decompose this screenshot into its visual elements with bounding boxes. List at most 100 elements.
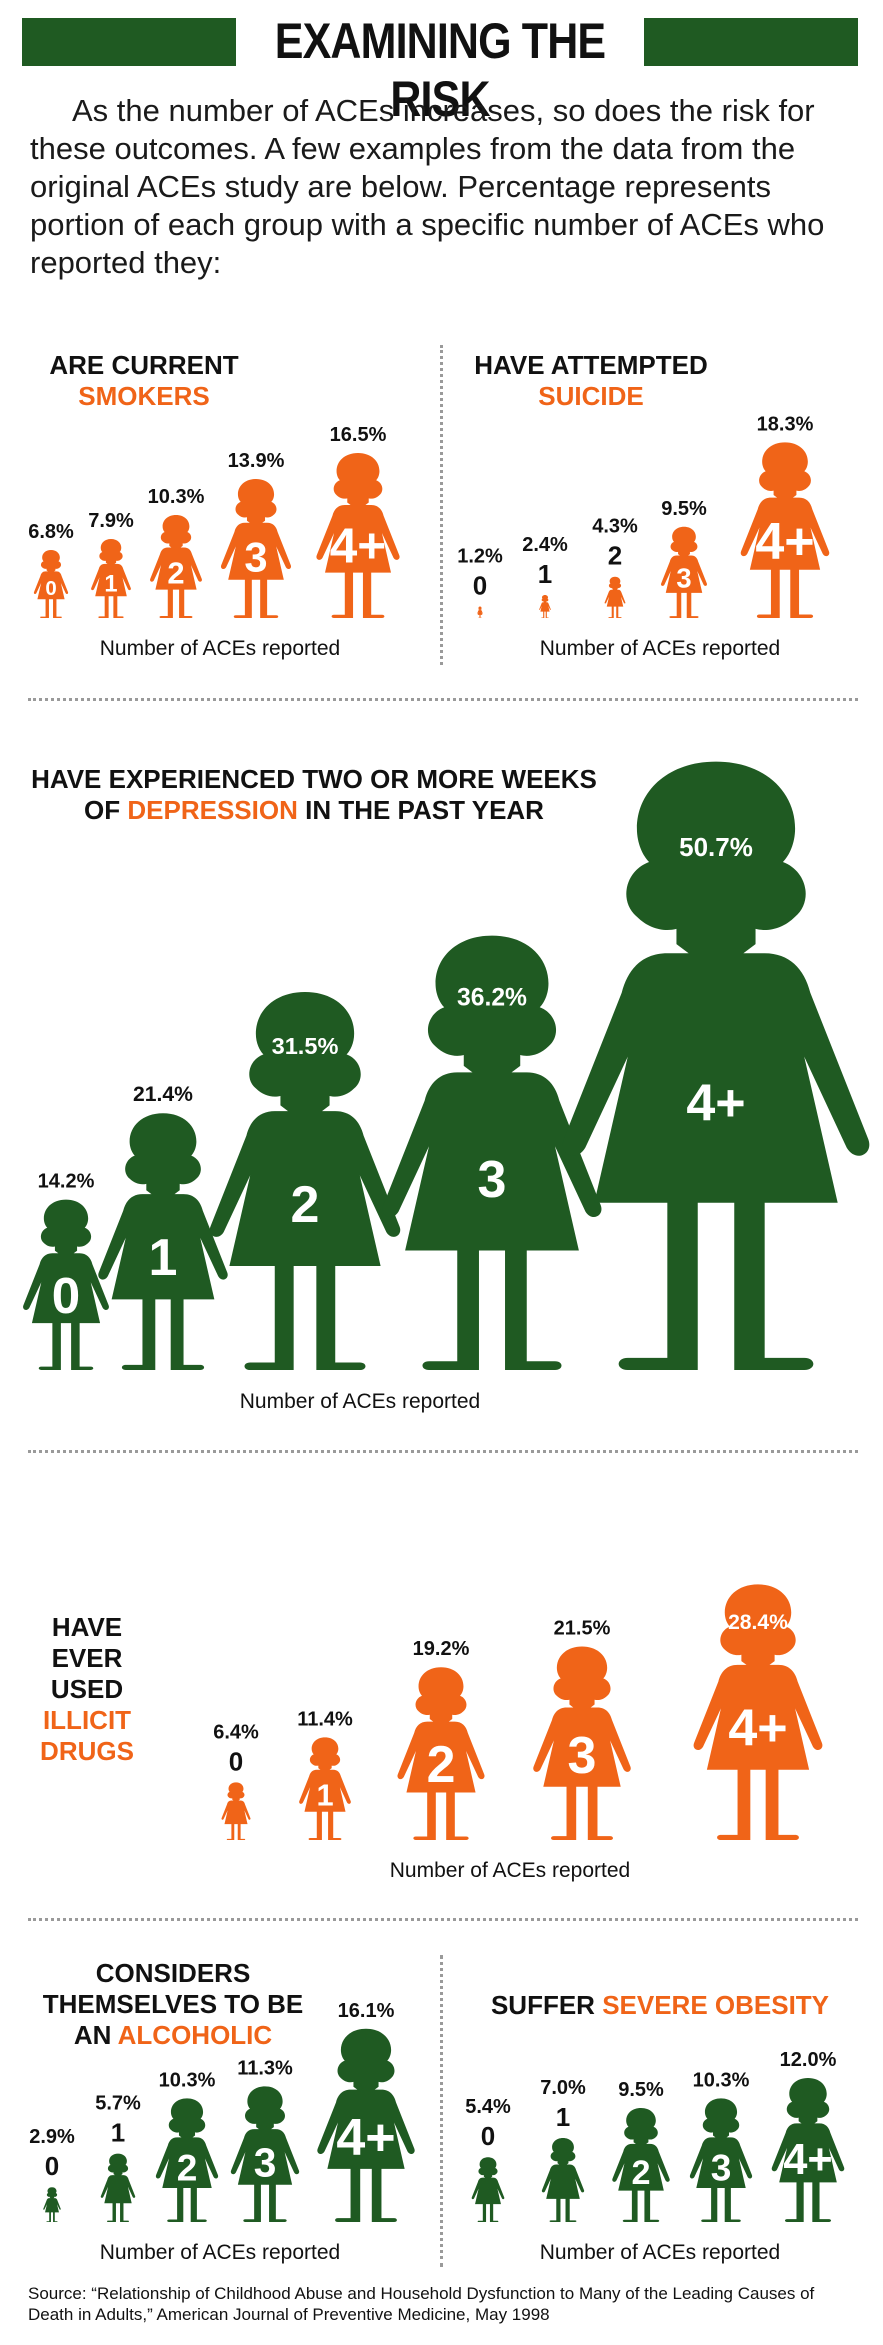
alcoholic-category-label-4: 4+ [336, 2109, 395, 2167]
alcoholic-figure-shape-3 [230, 2086, 300, 2222]
drugs-figure-3: 21.5% 3 [533, 1618, 631, 1840]
obesity-category-label-2: 2 [631, 2154, 650, 2192]
depression-heading-pre: HAVE EXPERIENCED TWO OR MORE WEEKS OF [31, 764, 597, 825]
alcoholic-value-label-0: 2.9% [29, 2126, 75, 2148]
depression-category-label-2: 2 [291, 1176, 320, 1234]
divider-vertical-bottom [440, 1955, 443, 2267]
alcoholic-figure-shape-0 [43, 2187, 61, 2222]
smokers-category-label-0: 0 [45, 578, 56, 600]
drugs-category-label-3: 3 [568, 1727, 597, 1785]
drugs-figure-shape-1 [299, 1737, 351, 1840]
suicide-value-label-1: 2.4% [522, 534, 568, 556]
suicide-figure-shape-2 [604, 576, 626, 618]
drugs-figure-shape-4 [693, 1584, 823, 1840]
obesity-figure-shape-2 [612, 2108, 670, 2222]
obesity-heading-highlight: SEVERE OBESITY [602, 1990, 830, 2020]
depression-value-label-4: 50.7% [679, 832, 753, 862]
smokers-figure-shape-3 [220, 479, 292, 618]
depression-value-label-2: 31.5% [272, 1033, 339, 1059]
suicide-figure-1: 2.4% 1 [522, 534, 568, 618]
title-banner: EXAMINING THE RISK [22, 12, 858, 127]
smokers-figure-3: 13.9% 3 [220, 450, 292, 618]
alcoholic-figure-3: 11.3% 3 [230, 2057, 300, 2222]
obesity-figure-shape-3 [689, 2098, 753, 2222]
depression-figure-4: 50.7% 4+ [562, 761, 870, 1370]
smokers-figure-shape-4 [316, 453, 400, 618]
smokers-heading-pre: ARE CURRENT [49, 350, 239, 380]
smokers-value-label-4: 16.5% [330, 424, 387, 446]
depression-category-label-1: 1 [149, 1229, 178, 1287]
alcoholic-category-label-3: 3 [254, 2140, 277, 2186]
obesity-category-label-4: 4+ [783, 2136, 832, 2184]
drugs-value-label-4: 28.4% [728, 1611, 788, 1634]
suicide-category-label-3: 3 [676, 562, 691, 593]
suicide-category-label-2: 2 [608, 541, 622, 571]
suicide-figure-shape-1 [539, 594, 551, 618]
drugs-category-label-2: 2 [427, 1735, 456, 1793]
suicide-value-label-0: 1.2% [457, 545, 503, 567]
depression-value-label-0: 14.2% [38, 1171, 95, 1193]
suicide-value-label-4: 18.3% [757, 413, 814, 435]
alcoholic-figure-shape-1 [100, 2153, 136, 2222]
alcoholic-category-label-0: 0 [45, 2151, 59, 2181]
suicide-category-label-4: 4+ [755, 513, 814, 571]
alcoholic-heading-highlight: ALCOHOLIC [117, 2020, 273, 2050]
depression-category-label-4: 4+ [686, 1075, 745, 1133]
alcoholic-value-label-2: 10.3% [159, 2069, 216, 2091]
obesity-category-label-3: 3 [711, 2147, 732, 2189]
smokers-figure-2: 10.3% 2 [148, 486, 205, 618]
obesity-category-label-0: 0 [481, 2121, 495, 2151]
suicide-heading-highlight: SUICIDE [538, 381, 644, 411]
alcoholic-heading-pre: CONSIDERS THEMSELVES TO BE AN [42, 1958, 304, 2050]
suicide-heading-pre: HAVE ATTEMPTED [474, 350, 708, 380]
obesity-figure-3: 10.3% 3 [689, 2069, 753, 2222]
suicide-value-label-2: 4.3% [592, 516, 638, 538]
drugs-figure-1: 11.4% 1 [297, 1708, 353, 1840]
divider-vertical-top [440, 345, 443, 665]
smokers-value-label-0: 6.8% [28, 521, 74, 543]
depression-value-label-3: 36.2% [457, 984, 527, 1011]
alcoholic-value-label-3: 11.3% [237, 2057, 293, 2079]
drugs-category-label-0: 0 [229, 1746, 243, 1776]
depression-figure-3: 36.2% 3 [382, 935, 602, 1370]
obesity-value-label-4: 12.0% [780, 2049, 837, 2071]
smokers-heading: ARE CURRENT SMOKERS [24, 350, 264, 412]
suicide-figure-4: 18.3% 4+ [740, 413, 830, 618]
alcoholic-heading: CONSIDERS THEMSELVES TO BE AN ALCOHOLIC [28, 1958, 318, 2051]
smokers-x-label: Number of ACEs reported [99, 637, 341, 660]
depression-value-label-1: 21.4% [133, 1083, 193, 1106]
smokers-figure-shape-2 [150, 515, 202, 618]
smokers-value-label-3: 13.9% [228, 450, 285, 472]
smokers-figure-1: 7.9% 1 [88, 510, 134, 618]
depression-x-label: Number of ACEs reported [239, 1390, 481, 1413]
alcoholic-value-label-4: 16.1% [338, 2000, 395, 2022]
source-citation: Source: “Relationship of Childhood Abuse… [28, 2284, 815, 2324]
suicide-figure-0: 1.2% 0 [457, 545, 503, 618]
depression-figure-0: 14.2% 0 [23, 1171, 109, 1370]
suicide-figure-shape-3 [661, 526, 707, 618]
drugs-figure-shape-3 [533, 1646, 631, 1840]
drugs-figure-shape-0 [221, 1782, 251, 1840]
obesity-figure-shape-4 [771, 2078, 845, 2222]
smokers-category-label-1: 1 [104, 572, 117, 598]
obesity-value-label-0: 5.4% [465, 2096, 511, 2118]
banner-bar-left [22, 18, 236, 66]
obesity-figure-4: 12.0% 4+ [771, 2049, 845, 2222]
depression-heading: HAVE EXPERIENCED TWO OR MORE WEEKS OF DE… [24, 764, 604, 826]
obesity-heading-pre: SUFFER [490, 1990, 595, 2020]
smokers-figure-4: 16.5% 4+ [316, 424, 400, 618]
obesity-value-label-2: 9.5% [618, 2079, 664, 2101]
obesity-figure-shape-0 [471, 2157, 505, 2222]
drugs-heading-highlight: ILLICIT DRUGS [40, 1705, 134, 1766]
smokers-value-label-1: 7.9% [88, 510, 134, 532]
alcoholic-category-label-1: 1 [111, 2118, 125, 2148]
depression-figure-1: 21.4% 1 [98, 1083, 228, 1370]
smokers-value-label-2: 10.3% [148, 486, 205, 508]
drugs-heading: HAVE EVER USED ILLICIT DRUGS [22, 1612, 152, 1767]
drugs-figure-2: 19.2% 2 [397, 1638, 485, 1840]
drugs-figure-0: 6.4% 0 [213, 1721, 259, 1840]
divider-horizontal-3 [28, 1918, 858, 1921]
alcoholic-category-label-2: 2 [177, 2147, 198, 2189]
depression-figure-2: 31.5% 2 [209, 992, 401, 1370]
obesity-value-label-1: 7.0% [540, 2077, 586, 2099]
